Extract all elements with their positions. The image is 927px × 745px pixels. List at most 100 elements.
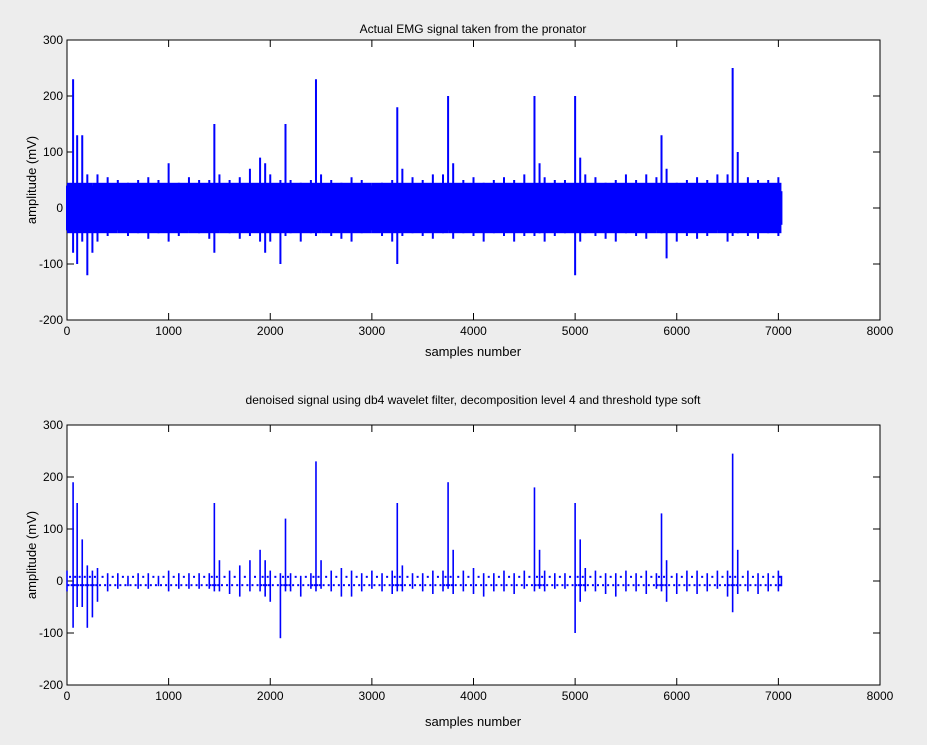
top-signal-band xyxy=(73,182,78,234)
top-signal-band xyxy=(300,182,311,234)
bottom-signal-dot xyxy=(612,584,615,587)
top-chart-ticks: 0 1000 2000 3000 4000 5000 6000 7000 8000-200-10… xyxy=(39,33,894,338)
bottom-signal-dot xyxy=(302,584,305,587)
bottom-signal-dot xyxy=(487,575,490,578)
top-signal-band xyxy=(260,182,266,234)
bottom-signal-dot xyxy=(414,584,417,587)
bottom-signal-dot xyxy=(637,584,640,587)
bottom-signal-dot xyxy=(256,584,259,587)
bottom-signal-dot xyxy=(539,584,542,587)
bottom-signal-dot xyxy=(124,584,127,587)
bottom-signal-dot xyxy=(175,584,178,587)
bottom-signal-dot xyxy=(200,584,203,587)
bottom-signal-dot xyxy=(464,584,467,587)
bottom-signal-dot xyxy=(576,575,579,578)
bottom-signal-dot xyxy=(701,575,704,578)
bottom-signal-dot xyxy=(774,584,777,587)
bottom-signal-dot xyxy=(254,575,257,578)
bottom-signal-dot xyxy=(480,584,483,587)
top-xtick-label: 0 xyxy=(64,324,71,338)
bottom-signal-dot xyxy=(332,584,335,587)
bottom-signal-dot xyxy=(271,584,274,587)
bottom-signal-dot xyxy=(617,584,620,587)
bottom-signal-dot xyxy=(318,584,321,587)
bottom-signal-dot xyxy=(317,575,320,578)
bottom-chart-axes xyxy=(66,424,881,686)
bottom-signal-dot xyxy=(345,575,348,578)
bottom-signal-dot xyxy=(449,575,452,578)
bottom-signal-dot xyxy=(75,584,78,587)
bottom-signal-dot xyxy=(134,584,137,587)
bottom-signal-dot xyxy=(721,575,724,578)
bottom-signal-dot xyxy=(337,584,340,587)
top-signal-band xyxy=(315,182,322,234)
bottom-chart-panel: 0 1000 2000 3000 4000 5000 6000 7000 8000-200-10… xyxy=(24,393,894,729)
bottom-signal-dot xyxy=(400,584,403,587)
bottom-signal-dot xyxy=(708,584,711,587)
top-signal-band xyxy=(82,182,88,234)
bottom-ytick-label: 300 xyxy=(43,418,63,432)
bottom-signal-dot xyxy=(378,584,381,587)
top-xtick-label: 8000 xyxy=(867,324,894,338)
top-signal-band xyxy=(239,182,250,234)
bottom-signal-dot xyxy=(403,584,406,587)
bottom-signal-dot xyxy=(569,575,572,578)
top-signal-band xyxy=(321,182,332,234)
bottom-signal-dot xyxy=(688,584,691,587)
top-signal-band xyxy=(615,182,626,234)
bottom-ytick-label: 0 xyxy=(56,574,63,588)
bottom-signal-dot xyxy=(680,575,683,578)
bottom-signal-dot xyxy=(751,575,754,578)
bottom-signal-dot xyxy=(99,584,102,587)
top-signal-band xyxy=(625,182,637,234)
bottom-signal-dot xyxy=(713,584,716,587)
bottom-signal-dot xyxy=(287,575,290,578)
bottom-signal-dot xyxy=(311,584,314,587)
bottom-signal-dot xyxy=(508,575,511,578)
bottom-signal-dot xyxy=(668,584,671,587)
bottom-signal-dot xyxy=(779,584,782,587)
top-signal-band xyxy=(707,182,718,234)
top-signal-band xyxy=(310,182,316,234)
bottom-signal-dot xyxy=(525,584,528,587)
top-signal-band xyxy=(290,182,301,234)
bottom-signal-dot xyxy=(599,575,602,578)
bottom-signal-dot xyxy=(129,584,132,587)
bottom-signal-dot xyxy=(276,584,279,587)
bottom-signal-dot xyxy=(673,584,676,587)
bottom-xtick-label: 2000 xyxy=(257,689,284,703)
bottom-signal-dot xyxy=(541,575,544,578)
bottom-signal-dot xyxy=(78,575,81,578)
bottom-signal-dot xyxy=(729,575,732,578)
top-signal-band xyxy=(249,182,261,234)
bottom-signal-dot xyxy=(236,584,239,587)
bottom-signal-dot xyxy=(703,584,706,587)
bottom-signal-dot xyxy=(537,584,540,587)
top-signal-band xyxy=(443,182,449,234)
bottom-signal-dot xyxy=(730,584,733,587)
top-signal-band xyxy=(87,182,93,234)
bottom-signal-dot xyxy=(121,575,124,578)
bottom-signal-dot xyxy=(627,584,630,587)
bottom-signal-dot xyxy=(436,575,439,578)
bottom-signal-dot xyxy=(434,584,437,587)
top-signal-band xyxy=(402,182,413,234)
bottom-signal-dot xyxy=(160,584,163,587)
bottom-signal-dot xyxy=(251,584,254,587)
bottom-signal-dot xyxy=(754,584,757,587)
bottom-signal-dot xyxy=(203,575,206,578)
bottom-signal-dot xyxy=(656,584,659,587)
bottom-signal-dot xyxy=(358,584,361,587)
bottom-signal-dot xyxy=(556,584,559,587)
bottom-signal-dot xyxy=(243,575,246,578)
bottom-chart-ylabel: amplitude (mV) xyxy=(24,511,39,599)
bottom-signal-dot xyxy=(397,584,400,587)
bottom-xtick-label: 3000 xyxy=(359,689,386,703)
bottom-signal-dot xyxy=(520,584,523,587)
bottom-signal-dot xyxy=(93,575,96,578)
bottom-signal-dot xyxy=(281,575,284,578)
bottom-signal-dot xyxy=(393,575,396,578)
bottom-signal-dot xyxy=(448,584,451,587)
bottom-signal-dot xyxy=(659,584,662,587)
bottom-signal-dot xyxy=(386,575,389,578)
